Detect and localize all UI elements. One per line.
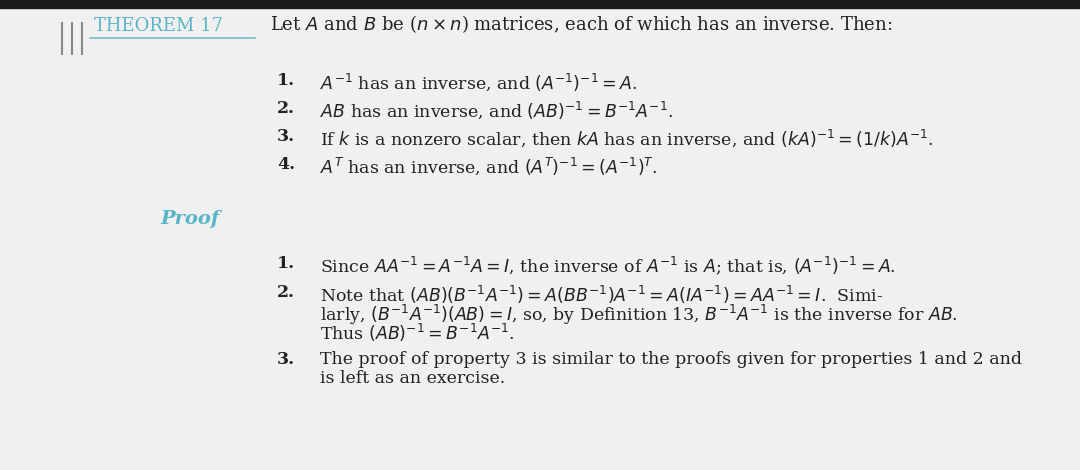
Text: 2.: 2. — [276, 284, 295, 301]
Text: 3.: 3. — [276, 351, 295, 368]
Bar — [0, 0, 1080, 8]
Text: If $k$ is a nonzero scalar, then $kA$ has an inverse, and $(kA)^{-1} = (1/k)A^{-: If $k$ is a nonzero scalar, then $kA$ ha… — [320, 128, 934, 149]
Text: larly, $(B^{-1}A^{-1})(AB) = I$, so, by Definition 13, $B^{-1}A^{-1}$ is the inv: larly, $(B^{-1}A^{-1})(AB) = I$, so, by … — [320, 303, 958, 327]
Text: Since $AA^{-1} = A^{-1}A = I$, the inverse of $A^{-1}$ is $A$; that is, $(A^{-1}: Since $AA^{-1} = A^{-1}A = I$, the inver… — [320, 255, 895, 277]
Text: 1.: 1. — [276, 72, 295, 89]
Text: $A^{-1}$ has an inverse, and $(A^{-1})^{-1} = A$.: $A^{-1}$ has an inverse, and $(A^{-1})^{… — [320, 72, 637, 94]
Text: The proof of property 3 is similar to the proofs given for properties 1 and 2 an: The proof of property 3 is similar to th… — [320, 351, 1022, 368]
Text: 4.: 4. — [276, 156, 295, 173]
Text: $A^T$ has an inverse, and $(A^T)^{-1} = (A^{-1})^T$.: $A^T$ has an inverse, and $(A^T)^{-1} = … — [320, 156, 658, 178]
Text: 1.: 1. — [276, 255, 295, 272]
Text: Thus $(AB)^{-1} = B^{-1}A^{-1}$.: Thus $(AB)^{-1} = B^{-1}A^{-1}$. — [320, 322, 515, 344]
Text: 3.: 3. — [276, 128, 295, 145]
Text: THEOREM 17: THEOREM 17 — [94, 17, 222, 35]
Text: is left as an exercise.: is left as an exercise. — [320, 370, 505, 387]
Text: Note that $(AB)(B^{-1}A^{-1}) = A(BB^{-1})A^{-1} = A(IA^{-1}) = AA^{-1} = I$.  S: Note that $(AB)(B^{-1}A^{-1}) = A(BB^{-1… — [320, 284, 883, 306]
Text: Proof: Proof — [160, 210, 219, 228]
Text: Let $A$ and $B$ be ($n \times n$) matrices, each of which has an inverse. Then:: Let $A$ and $B$ be ($n \times n$) matric… — [270, 13, 892, 35]
Text: $AB$ has an inverse, and $(AB)^{-1} = B^{-1}A^{-1}$.: $AB$ has an inverse, and $(AB)^{-1} = B^… — [320, 100, 673, 121]
Text: 2.: 2. — [276, 100, 295, 117]
